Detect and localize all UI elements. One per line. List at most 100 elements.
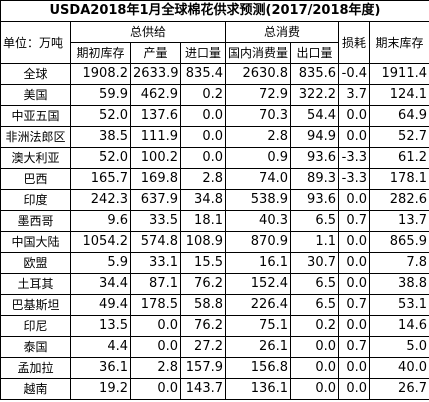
- value-cell: 58.8: [180, 294, 226, 316]
- data-row: 墨西哥 9.6 33.5 18.1 40.3 6.5 0.7 13.7: [0, 210, 429, 232]
- region-name: 孟加拉: [0, 357, 71, 379]
- data-row: 巴基斯坦 49.4 178.5 58.8 226.4 6.5 0.7 53.1: [0, 294, 429, 316]
- value-cell: 49.4: [70, 294, 131, 316]
- value-cell: 3.7: [338, 84, 370, 106]
- header-cell: 期末库存: [369, 21, 429, 64]
- region-name: 欧盟: [0, 252, 71, 274]
- value-cell: 152.4: [225, 273, 291, 295]
- region-name: 全球: [0, 63, 71, 85]
- value-cell: 52.0: [70, 105, 131, 127]
- title-row: USDA2018年1月全球棉花供求预测(2017/2018年度): [0, 0, 429, 22]
- value-cell: 0.0: [338, 357, 370, 379]
- value-cell: 5.9: [70, 252, 131, 274]
- value-cell: 1054.2: [70, 231, 131, 253]
- value-cell: 865.9: [369, 231, 429, 253]
- value-cell: 100.2: [130, 147, 181, 169]
- value-cell: 40.0: [369, 357, 429, 379]
- value-cell: 87.1: [130, 273, 181, 295]
- value-cell: 64.9: [369, 105, 429, 127]
- value-cell: 18.1: [180, 210, 226, 232]
- value-cell: -3.3: [338, 147, 370, 169]
- region-name: 巴基斯坦: [0, 294, 71, 316]
- data-row: 美国 59.9 462.9 0.2 72.9 322.2 3.7 124.1: [0, 84, 429, 106]
- value-cell: 0.0: [290, 336, 339, 358]
- value-cell: 89.3: [290, 168, 339, 190]
- region-name: 中亚五国: [0, 105, 71, 127]
- subheader-cell: 产量: [130, 42, 181, 64]
- value-cell: 93.6: [290, 189, 339, 211]
- data-row: 欧盟 5.9 33.1 15.5 16.1 30.7 0.0 7.8: [0, 252, 429, 274]
- data-row: 澳大利亚 52.0 100.2 0.0 0.9 93.6 -3.3 61.2: [0, 147, 429, 169]
- data-row: 越南 19.2 0.0 143.7 136.1 0.0 0.0 26.7: [0, 378, 429, 400]
- value-cell: 13.7: [369, 210, 429, 232]
- value-cell: 16.1: [225, 252, 291, 274]
- value-cell: 38.8: [369, 273, 429, 295]
- region-name: 泰国: [0, 336, 71, 358]
- value-cell: 322.2: [290, 84, 339, 106]
- header-cell: 总消费: [225, 21, 339, 43]
- value-cell: 33.1: [130, 252, 181, 274]
- value-cell: 870.9: [225, 231, 291, 253]
- value-cell: 169.8: [130, 168, 181, 190]
- value-cell: 0.0: [338, 273, 370, 295]
- value-cell: 157.9: [180, 357, 226, 379]
- value-cell: 4.4: [70, 336, 131, 358]
- value-cell: 72.9: [225, 84, 291, 106]
- region-name: 土耳其: [0, 273, 71, 295]
- value-cell: 26.7: [369, 378, 429, 400]
- data-row: 全球 1908.2 2633.9 835.4 2630.8 835.6 -0.4 1911.4: [0, 63, 429, 85]
- value-cell: 2630.8: [225, 63, 291, 85]
- subheader-cell: 进口量: [180, 42, 226, 64]
- value-cell: 0.0: [130, 315, 181, 337]
- value-cell: 0.7: [338, 294, 370, 316]
- value-cell: 156.8: [225, 357, 291, 379]
- value-cell: 0.0: [338, 126, 370, 148]
- value-cell: 61.2: [369, 147, 429, 169]
- value-cell: 0.0: [180, 147, 226, 169]
- value-cell: 6.5: [290, 294, 339, 316]
- value-cell: 34.4: [70, 273, 131, 295]
- value-cell: 574.8: [130, 231, 181, 253]
- value-cell: 1.1: [290, 231, 339, 253]
- value-cell: 124.1: [369, 84, 429, 106]
- value-cell: 165.7: [70, 168, 131, 190]
- region-name: 澳大利亚: [0, 147, 71, 169]
- data-row: 印尼 13.5 0.0 76.2 75.1 0.2 0.0 14.6: [0, 315, 429, 337]
- value-cell: 143.7: [180, 378, 226, 400]
- value-cell: 0.9: [225, 147, 291, 169]
- value-cell: 14.6: [369, 315, 429, 337]
- value-cell: 462.9: [130, 84, 181, 106]
- value-cell: 538.9: [225, 189, 291, 211]
- value-cell: 637.9: [130, 189, 181, 211]
- value-cell: 0.0: [338, 189, 370, 211]
- subheader-row: 期初库存 产量 进口量 国内消费量 出口量: [1, 42, 429, 64]
- value-cell: 2.8: [225, 126, 291, 148]
- value-cell: 54.4: [290, 105, 339, 127]
- data-row: 土耳其 34.4 87.1 76.2 152.4 6.5 0.0 38.8: [0, 273, 429, 295]
- value-cell: 282.6: [369, 189, 429, 211]
- region-name: 越南: [0, 378, 71, 400]
- value-cell: 33.5: [130, 210, 181, 232]
- value-cell: 0.0: [338, 105, 370, 127]
- data-row: 巴西 165.7 169.8 2.8 74.0 89.3 -3.3 178.1: [0, 168, 429, 190]
- header-cell: 总供给: [70, 21, 226, 43]
- unit-label: 单位：万吨: [0, 21, 71, 64]
- value-cell: 0.2: [290, 315, 339, 337]
- value-cell: 226.4: [225, 294, 291, 316]
- data-row: 中国大陆 1054.2 574.8 108.9 870.9 1.1 0.0 865.9: [0, 231, 429, 253]
- value-cell: 75.1: [225, 315, 291, 337]
- region-name: 印度: [0, 189, 71, 211]
- subheader-cell: 期初库存: [70, 42, 131, 64]
- value-cell: 70.3: [225, 105, 291, 127]
- subheader-cell: 国内消费量: [225, 42, 291, 64]
- data-row: 泰国 4.4 0.0 27.2 26.1 0.0 0.7 5.0: [0, 336, 429, 358]
- value-cell: 6.5: [290, 273, 339, 295]
- value-cell: 38.5: [70, 126, 131, 148]
- value-cell: 59.9: [70, 84, 131, 106]
- data-row: 印度 242.3 637.9 34.8 538.9 93.6 0.0 282.6: [0, 189, 429, 211]
- region-name: 印尼: [0, 315, 71, 337]
- value-cell: 0.0: [180, 105, 226, 127]
- value-cell: 835.6: [290, 63, 339, 85]
